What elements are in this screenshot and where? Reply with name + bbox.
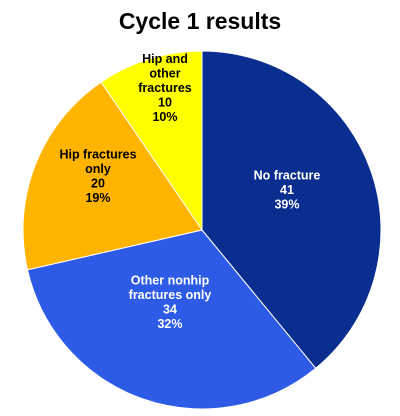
pie-label-line: only	[85, 162, 111, 176]
pie-slice-hip-and-other-fractures	[100, 50, 203, 232]
pie-label-line: 32%	[157, 317, 182, 331]
pie-label-line: No fracture	[254, 169, 321, 183]
pie-label-line: Hip fractures	[59, 147, 136, 161]
chart-title: Cycle 1 results	[118, 8, 282, 34]
pie-slice-hip-fractures-only	[22, 81, 203, 271]
pie-slice-no-fracture	[201, 50, 382, 369]
pie-label-line: 19%	[85, 191, 110, 205]
pie-label-line: 10%	[152, 110, 177, 124]
pie-label-line: fractures only	[129, 288, 212, 302]
pie-label-line: 41	[280, 183, 294, 197]
pie-labels: No fracture 41 39%Other nonhip fractures on…	[59, 52, 320, 331]
pie-slice-other-nonhip-fractures-only	[26, 229, 317, 410]
pie-label-line: Other nonhip	[131, 273, 210, 287]
pie-label-hip-and-other-fractures: Hip and other fractures 10 10%	[138, 52, 192, 124]
pie-label-line: other	[149, 67, 180, 81]
pie-label-line: fractures	[138, 81, 192, 95]
pie-label-line: 20	[91, 176, 105, 190]
pie-label-hip-fractures-only: Hip fractures only 20 19%	[59, 147, 136, 205]
pie-label-other-nonhip-fractures-only: Other nonhip fractures only 34 32%	[129, 273, 212, 331]
pie-label-line: 39%	[274, 198, 299, 212]
pie-label-no-fracture: No fracture 41 39%	[254, 169, 321, 212]
pie-label-line: 34	[163, 302, 177, 316]
pie-label-line: 10	[158, 96, 172, 110]
pie-slices	[22, 50, 382, 410]
pie-label-line: Hip and	[142, 52, 188, 66]
